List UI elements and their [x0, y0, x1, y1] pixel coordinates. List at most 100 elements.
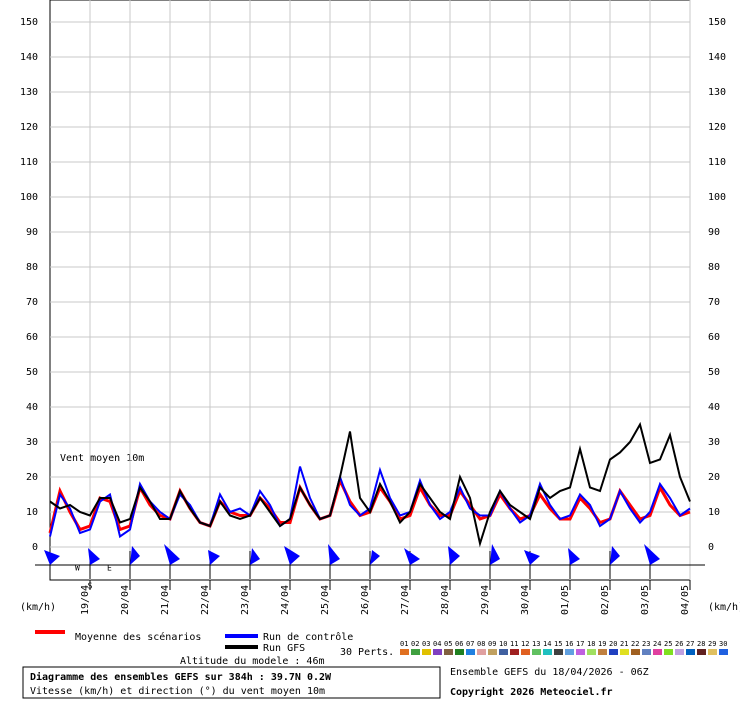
- pert-label: 18: [587, 640, 595, 648]
- pert-swatch: [642, 649, 651, 655]
- pert-swatch: [675, 649, 684, 655]
- wind-rose: [44, 550, 60, 565]
- y-tick-label: 20: [708, 472, 720, 483]
- pert-label: 25: [664, 640, 672, 648]
- y-tick-label: 50: [26, 367, 38, 378]
- wind-rose: [130, 546, 140, 565]
- pert-swatch: [653, 649, 662, 655]
- pert-swatch: [620, 649, 629, 655]
- y-tick-label: 110: [708, 157, 726, 168]
- pert-swatch: [477, 649, 486, 655]
- pert-swatch: [664, 649, 673, 655]
- y-tick-label: 140: [708, 52, 726, 63]
- wind-rose: [208, 550, 220, 565]
- y-tick-label: 60: [708, 332, 720, 343]
- compass-label: W: [75, 564, 80, 573]
- pert-label: 12: [521, 640, 529, 648]
- pert-swatch: [521, 649, 530, 655]
- y-tick-label: 130: [708, 87, 726, 98]
- perts-label: 30 Perts.: [340, 647, 394, 658]
- y-tick-label: 150: [708, 17, 726, 28]
- x-tick-label: 24/04: [280, 585, 291, 615]
- pert-label: 28: [697, 640, 705, 648]
- pert-swatch: [631, 649, 640, 655]
- x-tick-label: 30/04: [520, 585, 531, 615]
- pert-swatch: [444, 649, 453, 655]
- x-tick-label: 02/05: [600, 585, 611, 615]
- pert-swatch: [587, 649, 596, 655]
- pert-label: 16: [565, 640, 573, 648]
- pert-label: 20: [609, 640, 617, 648]
- series-line: [49, 421, 691, 548]
- pert-label: 21: [620, 640, 628, 648]
- y-unit: (km/h): [20, 602, 56, 613]
- wind-rose: [370, 550, 380, 565]
- x-tick-label: 22/04: [200, 585, 211, 615]
- pert-label: 10: [499, 640, 507, 648]
- pert-label: 27: [686, 640, 694, 648]
- wind-rose: [284, 546, 300, 565]
- pert-label: 01: [400, 640, 408, 648]
- box-subtitle: Vitesse (km/h) et direction (°) du vent …: [30, 686, 325, 697]
- pert-label: 19: [598, 640, 606, 648]
- legend-label: Moyenne des scénarios: [75, 631, 201, 643]
- y-tick-label: 40: [708, 402, 720, 413]
- y-tick-label: 70: [708, 297, 720, 308]
- x-tick-label: 28/04: [440, 585, 451, 615]
- info-box: [22, 666, 441, 699]
- x-tick-label: 04/05: [680, 585, 691, 615]
- run-info: Ensemble GEFS du 18/04/2026 - 06Z: [450, 667, 649, 678]
- pert-swatch: [455, 649, 464, 655]
- legend-label: Run GFS: [263, 643, 305, 654]
- legend-label: Run de contrôle: [263, 631, 353, 643]
- series-line: [49, 466, 691, 539]
- wind-rose: [568, 548, 580, 565]
- y-tick-label: 10: [708, 507, 720, 518]
- altitude: Altitude du modele : 46m: [180, 656, 325, 667]
- pert-label: 13: [532, 640, 540, 648]
- pert-label: 04: [433, 640, 441, 648]
- pert-swatch: [565, 649, 574, 655]
- wind-rose: [448, 546, 460, 565]
- pert-label: 07: [466, 640, 474, 648]
- y-tick-label: 150: [20, 17, 38, 28]
- pert-swatch: [510, 649, 519, 655]
- x-tick-label: 03/05: [640, 585, 651, 615]
- pert-label: 14: [543, 640, 551, 648]
- pert-label: 03: [422, 640, 430, 648]
- pert-swatch: [466, 649, 475, 655]
- y-tick-label: 0: [708, 542, 714, 553]
- y-tick-label: 100: [20, 192, 38, 203]
- x-tick-label: 19/04: [80, 585, 91, 615]
- pert-swatch: [686, 649, 695, 655]
- y-tick-label: 50: [708, 367, 720, 378]
- y-tick-label: 80: [708, 262, 720, 273]
- y-tick-label: 30: [26, 437, 38, 448]
- pert-label: 02: [411, 640, 419, 648]
- pert-swatch: [576, 649, 585, 655]
- wind-rose: [610, 546, 620, 565]
- pert-label: 09: [488, 640, 496, 648]
- pert-swatch: [543, 649, 552, 655]
- x-tick-label: 25/04: [320, 585, 331, 615]
- pert-label: 26: [675, 640, 683, 648]
- pert-label: 30: [719, 640, 727, 648]
- wind-rose: [644, 544, 660, 565]
- pert-label: 23: [642, 640, 650, 648]
- y-tick-label: 10: [26, 507, 38, 518]
- pert-swatch: [411, 649, 420, 655]
- y-tick-label: 120: [20, 122, 38, 133]
- pert-label: 24: [653, 640, 661, 648]
- wind-rose: [250, 548, 260, 565]
- y-tick-label: 20: [26, 472, 38, 483]
- y-tick-label: 130: [20, 87, 38, 98]
- wind-rose: [328, 544, 340, 565]
- wind-rose: [490, 544, 500, 565]
- pert-swatch: [488, 649, 497, 655]
- pert-label: 17: [576, 640, 584, 648]
- compass-label: E: [107, 564, 112, 573]
- y-tick-label: 60: [26, 332, 38, 343]
- pert-swatch: [422, 649, 431, 655]
- y-tick-label: 120: [708, 122, 726, 133]
